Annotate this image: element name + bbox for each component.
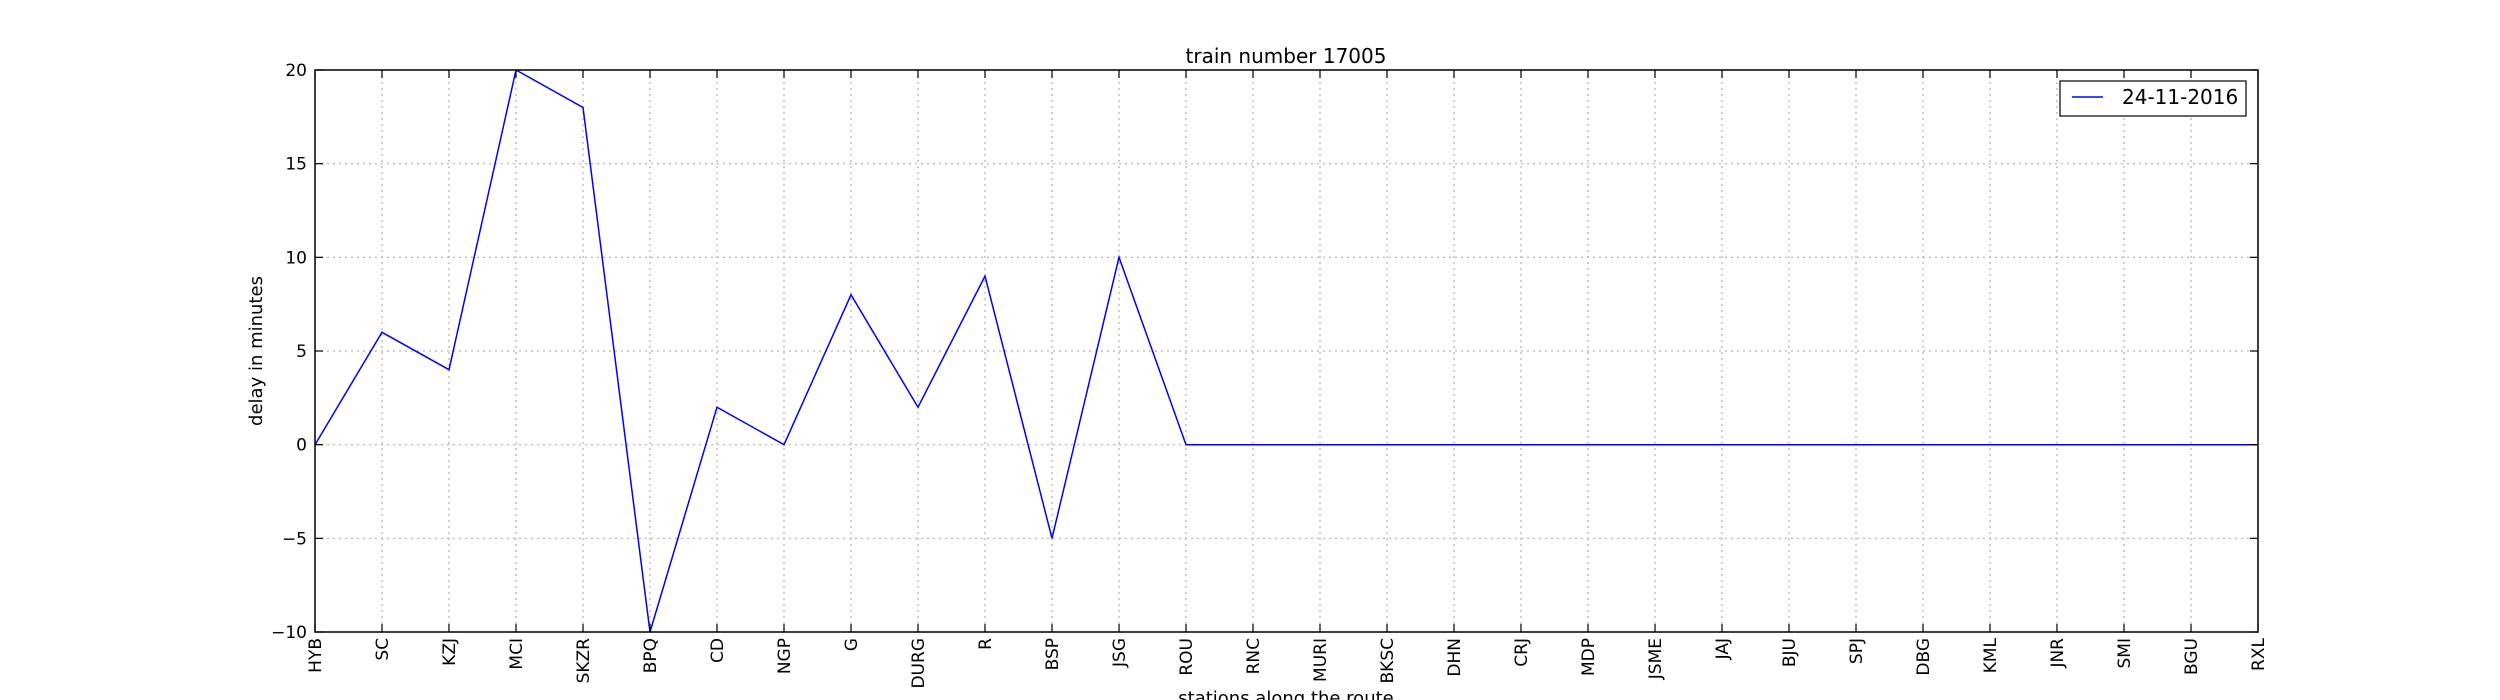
y-tick-label: −5	[282, 529, 307, 549]
x-tick-label: BGU	[2182, 638, 2202, 675]
x-tick-label: CD	[708, 638, 728, 663]
x-tick-label: JAJ	[1713, 638, 1733, 660]
x-tick-label: KML	[1981, 637, 2001, 673]
x-tick-label: JNR	[2048, 638, 2068, 669]
y-tick-label: 15	[285, 155, 307, 175]
x-tick-label: NGP	[775, 638, 795, 674]
y-tick-label: 5	[296, 342, 307, 362]
x-tick-label: G	[842, 638, 862, 651]
x-tick-label: KZJ	[440, 638, 460, 666]
x-tick-label: MCI	[507, 638, 527, 670]
series-line	[314, 68, 2258, 633]
x-tick-label: RNC	[1244, 638, 1264, 674]
legend-box	[2059, 80, 2247, 117]
y-tick-label: −10	[271, 623, 307, 643]
x-tick-label: SKZR	[574, 638, 594, 684]
y-axis: −10 −5 0 5 10 15 20	[271, 61, 2258, 643]
x-tick-label: BJU	[1780, 638, 1800, 667]
x-tick-label: HYB	[306, 638, 326, 673]
x-tick-label: MDP	[1579, 638, 1599, 676]
x-tick-label: SC	[373, 638, 393, 661]
x-tick-label: DBG	[1914, 638, 1934, 676]
x-tick-label: RXL	[2249, 637, 2269, 670]
y-axis-label: delay in minutes	[246, 276, 267, 426]
x-tick-label: SMI	[2115, 638, 2135, 668]
x-axis-label: stations along the route	[1178, 688, 1393, 700]
legend: 24-11-2016	[2059, 80, 2247, 117]
x-tick-label: BKSC	[1378, 638, 1398, 683]
x-tick-label: BSP	[1043, 638, 1063, 670]
x-tick-label: JSG	[1110, 638, 1130, 668]
x-tick-label: DURG	[909, 638, 929, 689]
series-layer	[314, 68, 2258, 633]
x-tick-label: R	[976, 638, 996, 650]
x-tick-label: ROU	[1177, 638, 1197, 676]
x-tick-label: DHN	[1445, 638, 1465, 677]
chart-title: train number 17005	[1186, 44, 1387, 68]
y-tick-label: 0	[296, 436, 307, 456]
x-axis: HYB SC KZJ MCI SKZR BPQ CD NGP G DURG R BSP JSG ROU RN…	[306, 70, 2269, 689]
y-tick-label: 20	[285, 61, 307, 81]
x-tick-label: JSME	[1646, 638, 1666, 680]
x-tick-label: CRJ	[1512, 638, 1532, 667]
y-tick-label: 10	[285, 248, 307, 268]
legend-label: 24-11-2016	[2122, 85, 2238, 109]
grid	[314, 69, 2259, 633]
x-tick-label: MURI	[1311, 638, 1331, 682]
x-tick-label: SPJ	[1847, 638, 1867, 664]
x-tick-label: BPQ	[641, 638, 661, 673]
